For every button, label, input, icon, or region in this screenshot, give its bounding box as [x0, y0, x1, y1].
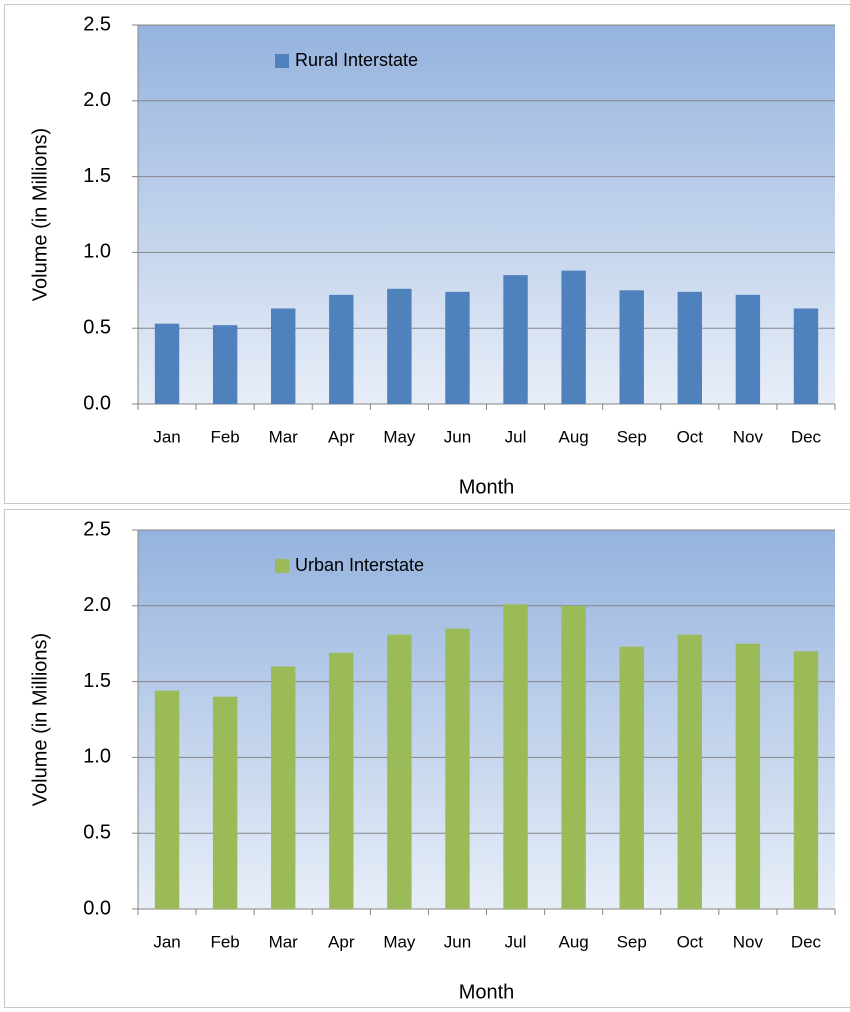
legend-label: Rural Interstate [295, 50, 418, 70]
bar [329, 652, 354, 909]
x-tick-label: Sep [617, 932, 647, 951]
bar [387, 634, 412, 909]
bar [619, 290, 644, 404]
x-tick-label: Aug [559, 932, 589, 951]
x-tick-label: Mar [269, 427, 299, 446]
x-tick-label: Apr [328, 427, 355, 446]
x-tick-label: Jun [444, 427, 471, 446]
x-tick-label: Dec [791, 427, 822, 446]
bar [793, 308, 819, 404]
y-tick-label: 0.5 [83, 316, 111, 338]
bar [445, 291, 470, 404]
x-tick-label: Oct [677, 932, 704, 951]
y-tick-label: 0.0 [83, 392, 111, 414]
x-tick-label: Aug [559, 427, 589, 446]
y-tick-label: 2.0 [83, 594, 111, 616]
plot-area [138, 530, 835, 909]
bar [503, 275, 528, 404]
x-tick-label: Jan [153, 427, 180, 446]
y-tick-label: 2.5 [83, 518, 111, 540]
bar [154, 690, 180, 909]
y-tick-label: 1.0 [83, 241, 111, 263]
bar [619, 646, 644, 909]
bar [503, 604, 528, 909]
bar [445, 628, 470, 909]
bar [271, 666, 296, 909]
legend-swatch [275, 559, 289, 573]
bar [212, 325, 238, 404]
plot-area [138, 25, 835, 404]
x-tick-label: Jun [444, 932, 471, 951]
bar [677, 291, 702, 404]
x-tick-label: Feb [210, 932, 239, 951]
bar [329, 294, 354, 404]
x-tick-label: Jul [505, 932, 527, 951]
y-tick-label: 2.5 [83, 13, 111, 35]
x-tick-label: Oct [677, 427, 704, 446]
x-axis-title: Month [459, 981, 515, 1003]
x-tick-label: Jan [153, 932, 180, 951]
bar [793, 651, 819, 909]
x-tick-label: Sep [617, 427, 647, 446]
y-tick-label: 2.0 [83, 89, 111, 111]
x-tick-label: Nov [733, 427, 764, 446]
bar [271, 308, 296, 404]
x-tick-label: Feb [210, 427, 239, 446]
x-tick-label: Nov [733, 932, 764, 951]
x-tick-label: Mar [269, 932, 299, 951]
y-tick-label: 1.5 [83, 165, 111, 187]
bar [677, 634, 702, 909]
bar [154, 323, 180, 404]
bar [735, 643, 761, 909]
bar [561, 270, 586, 404]
y-axis-title: Volume (in Millions) [29, 633, 51, 806]
chart: 0.0 0.5 1.0 1.5 2.0 2.5 Jan Feb Mar Apr May Jun Jul A… [4, 4, 850, 504]
x-tick-label: May [383, 932, 416, 951]
y-tick-label: 1.0 [83, 746, 111, 768]
x-tick-label: Dec [791, 932, 822, 951]
y-tick-label: 1.5 [83, 670, 111, 692]
legend-label: Urban Interstate [295, 555, 424, 575]
y-axis-title: Volume (in Millions) [29, 128, 51, 301]
y-tick-label: 0.5 [83, 821, 111, 843]
x-tick-label: May [383, 427, 416, 446]
bar [561, 605, 586, 909]
y-tick-label: 0.0 [83, 897, 111, 919]
x-axis-title: Month [459, 476, 515, 498]
chart: 0.0 0.5 1.0 1.5 2.0 2.5 Jan Feb Mar Apr May Jun Jul A… [4, 509, 850, 1008]
bar [387, 288, 412, 404]
bar [735, 294, 761, 404]
x-tick-label: Apr [328, 932, 355, 951]
x-tick-label: Jul [505, 427, 527, 446]
legend-swatch [275, 54, 289, 68]
bar [212, 696, 238, 909]
